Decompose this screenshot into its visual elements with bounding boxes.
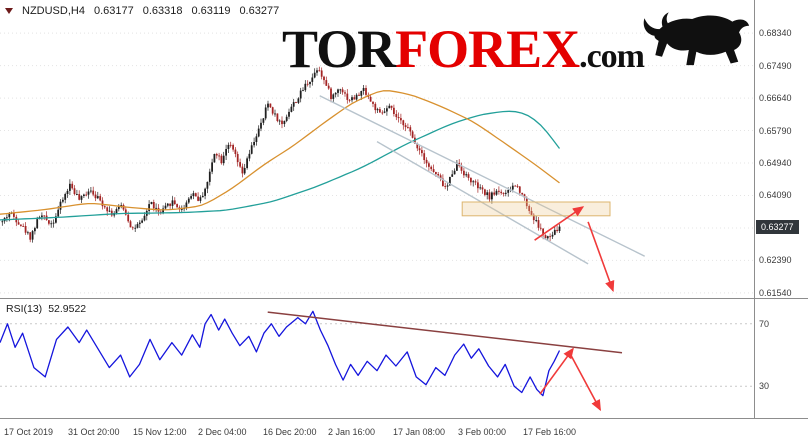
time-axis-label: 16 Dec 20:00 <box>263 427 317 437</box>
rsi-panel[interactable]: RSI(13) 52.9522 <box>0 299 754 418</box>
symbol-timeframe-label: NZDUSD,H4 <box>22 5 85 17</box>
rsi-level-label: 30 <box>759 381 770 391</box>
high-value: 0.63318 <box>142 5 183 17</box>
price-tick-label: 0.61540 <box>759 288 792 298</box>
symbol-marker-icon <box>5 8 13 14</box>
time-axis-label: 17 Jan 08:00 <box>393 427 446 437</box>
price-tick-label: 0.62390 <box>759 255 792 265</box>
price-tick-label: 0.65790 <box>759 126 792 136</box>
time-axis-label: 17 Oct 2019 <box>4 427 54 437</box>
rsi-chart[interactable] <box>0 299 754 418</box>
time-axis-label: 15 Nov 12:00 <box>133 427 187 437</box>
price-tick-label: 0.67490 <box>759 61 792 71</box>
price-tick-label: 0.64090 <box>759 190 792 200</box>
time-axis-label: 2 Jan 16:00 <box>328 427 376 437</box>
logo-forex: FOREX <box>395 19 580 79</box>
bull-icon <box>643 11 750 65</box>
rsi-axis[interactable]: 70 30 <box>754 299 808 418</box>
close-value: 0.63277 <box>239 5 280 17</box>
chart-header: NZDUSD,H4 0.63177 0.63318 0.63119 0.6327… <box>5 5 279 17</box>
open-value: 0.63177 <box>93 5 134 17</box>
time-axis[interactable]: 17 Oct 2019 31 Oct 20:00 15 Nov 12:00 2 Dec… <box>0 418 808 447</box>
torforex-logo: TORFOREX.com <box>282 11 752 79</box>
price-tick-label: 0.68340 <box>759 28 792 38</box>
rsi-value: 52.9522 <box>48 303 87 315</box>
price-tick-label: 0.64940 <box>759 158 792 168</box>
logo-text: TORFOREX.com <box>282 19 645 79</box>
price-axis[interactable]: 0.68340 0.67490 0.66640 0.65790 0.64940 0.640… <box>754 0 808 298</box>
time-axis-label: 3 Feb 00:00 <box>458 427 507 437</box>
time-axis-label: 31 Oct 20:00 <box>68 427 120 437</box>
rsi-row: RSI(13) 52.9522 70 30 <box>0 298 808 418</box>
low-value: 0.63119 <box>191 5 231 17</box>
logo-tor: TOR <box>282 19 396 79</box>
rsi-level-label: 70 <box>759 319 770 329</box>
main-chart-row: NZDUSD,H4 0.63177 0.63318 0.63119 0.6327… <box>0 0 808 298</box>
current-price-tag: 0.63277 <box>756 220 799 234</box>
rsi-name: RSI(13) <box>6 303 43 315</box>
time-axis-label: 17 Feb 16:00 <box>523 427 577 437</box>
candlestick-chart[interactable] <box>0 0 754 298</box>
price-tick-label: 0.66640 <box>759 93 792 103</box>
rsi-indicator-label: RSI(13) 52.9522 <box>6 303 86 315</box>
logo-com: .com <box>579 38 645 75</box>
price-chart-panel[interactable]: NZDUSD,H4 0.63177 0.63318 0.63119 0.6327… <box>0 0 754 298</box>
time-axis-label: 2 Dec 04:00 <box>198 427 247 437</box>
